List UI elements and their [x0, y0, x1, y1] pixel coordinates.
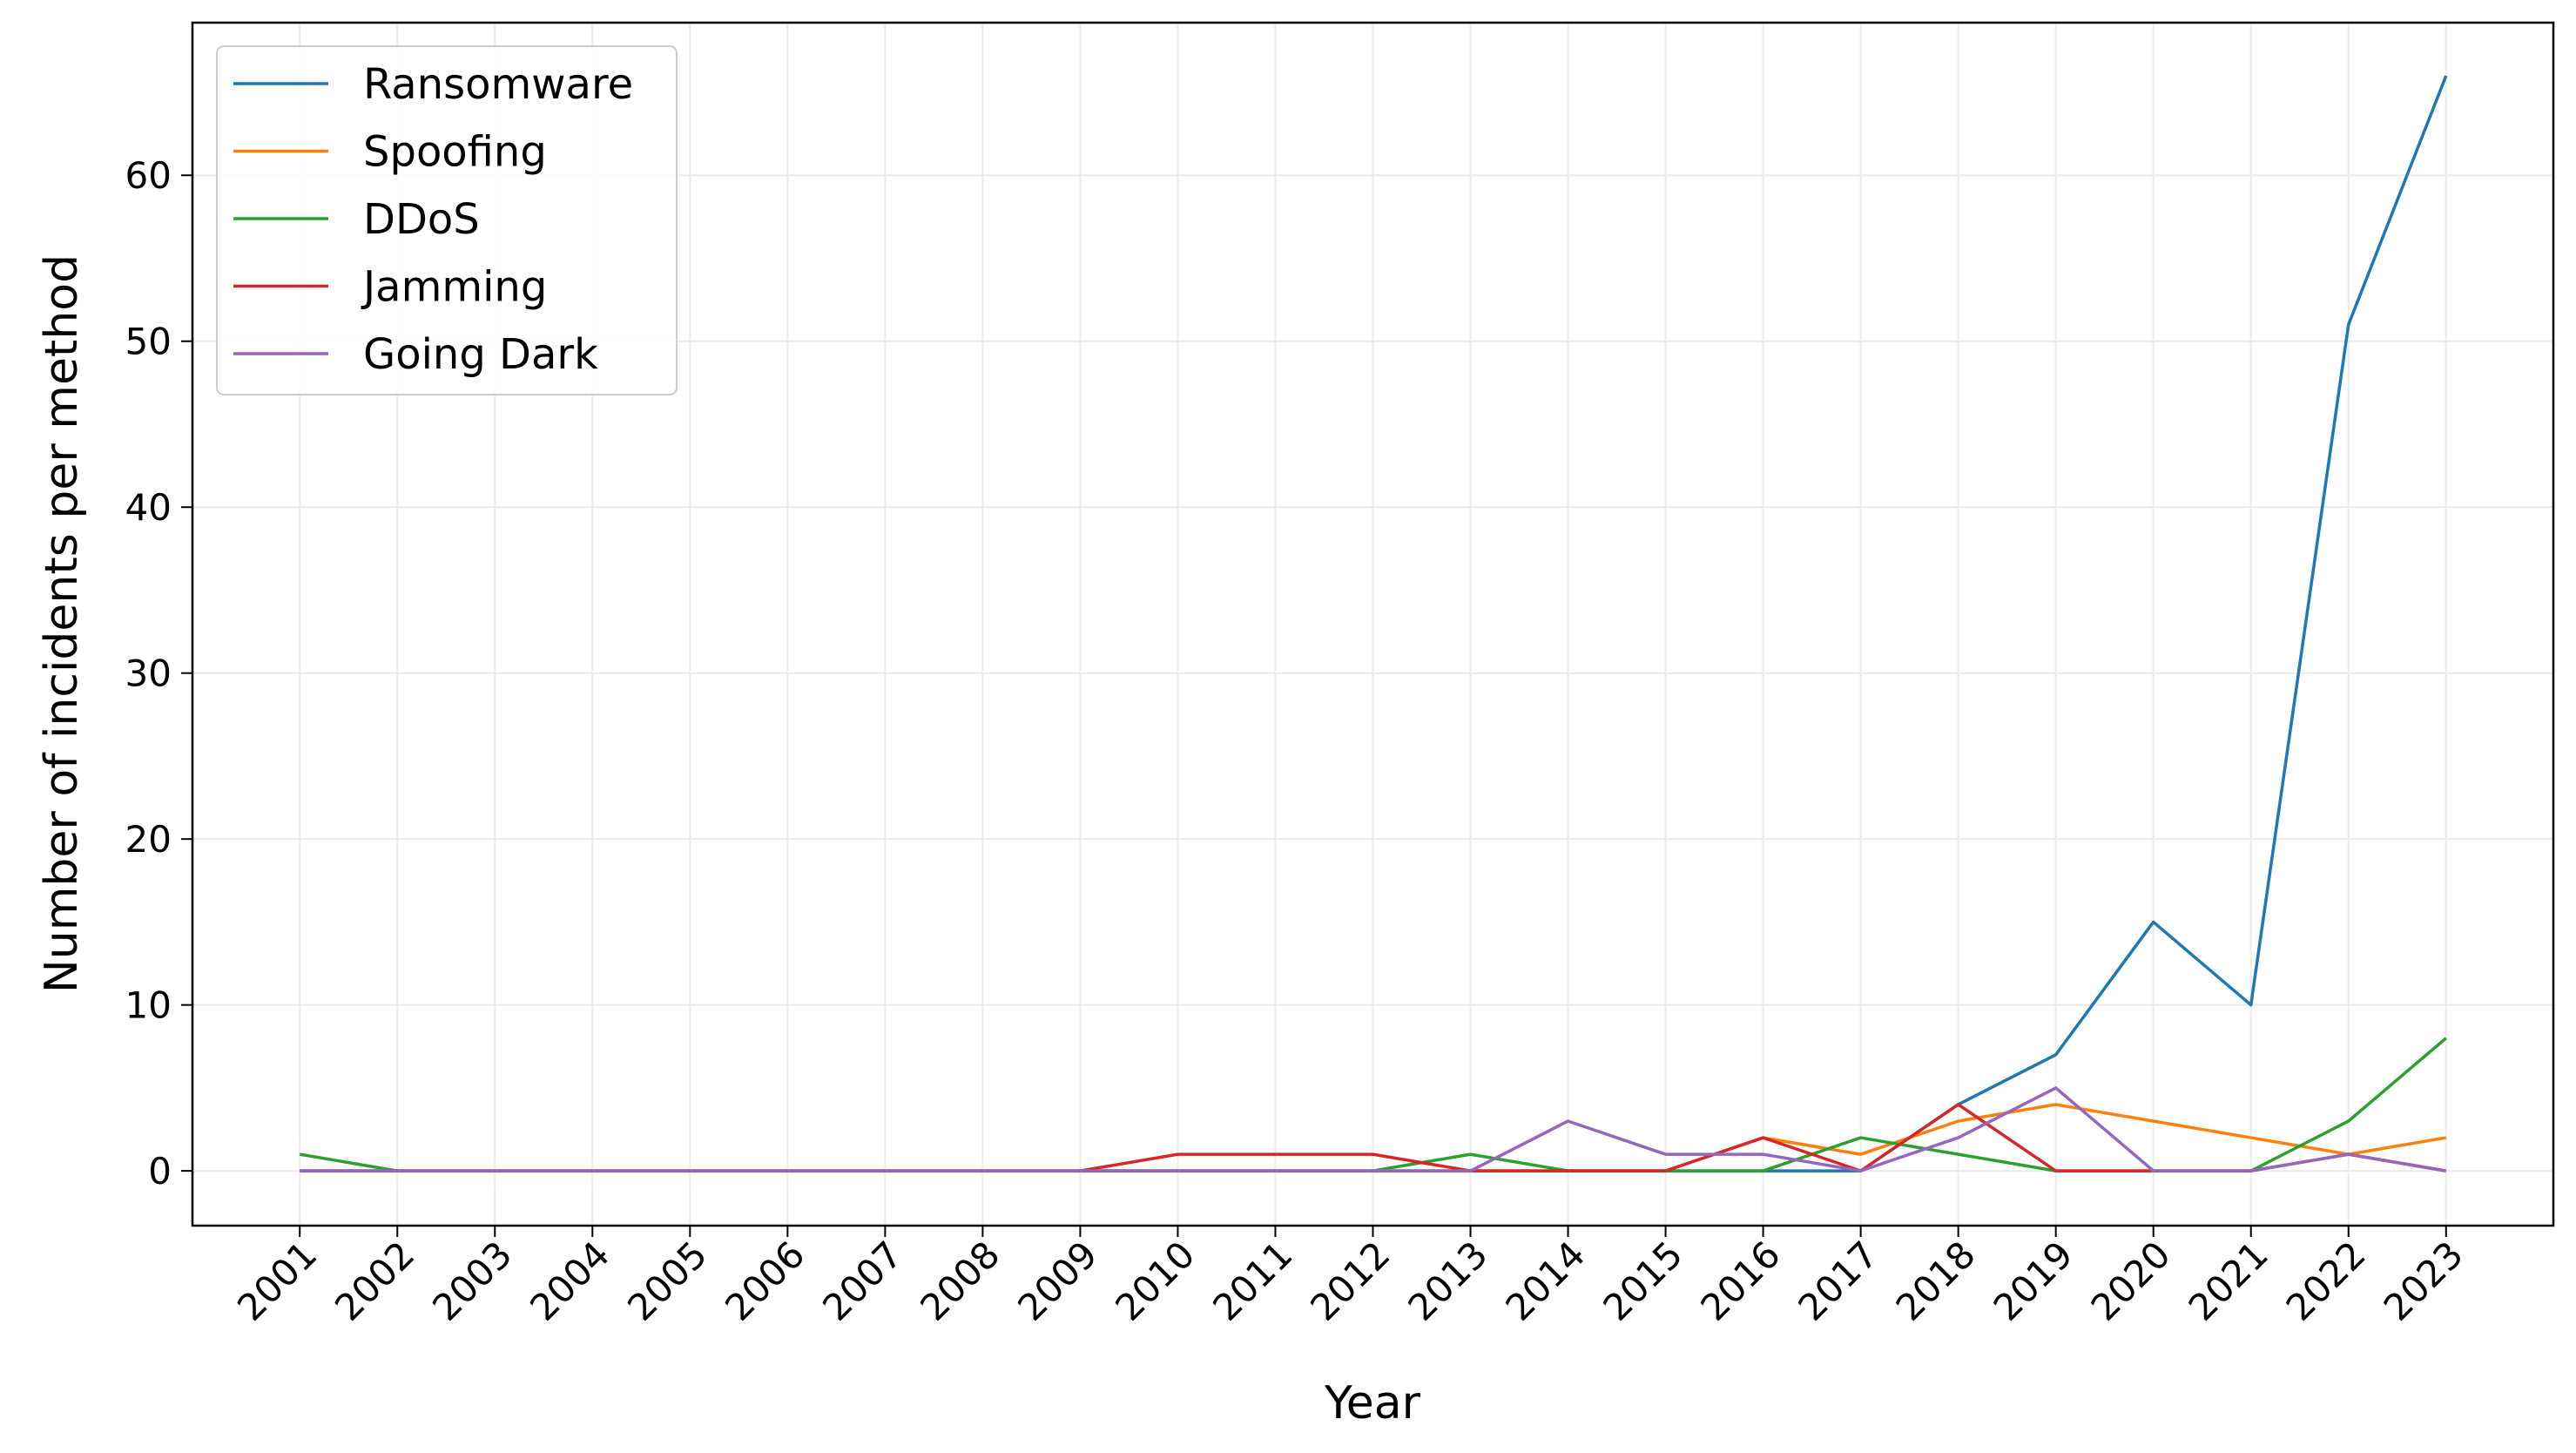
legend-label: Spoofing [363, 128, 547, 177]
y-tick-label: 50 [125, 321, 172, 363]
x-tick-label: 2009 [1009, 1233, 1105, 1328]
x-tick-label: 2020 [2083, 1233, 2179, 1328]
x-tick-label: 2002 [327, 1233, 422, 1328]
x-tick-label: 2005 [619, 1233, 715, 1328]
x-tick-label: 2003 [424, 1233, 520, 1328]
x-tick-label: 2023 [2376, 1233, 2471, 1328]
x-tick-label: 2004 [522, 1233, 617, 1328]
x-tick-label: 2010 [1107, 1233, 1203, 1328]
x-tick-label: 2008 [912, 1233, 1008, 1328]
x-axis-label: Year [1324, 1377, 1421, 1429]
x-tick-label: 2011 [1204, 1233, 1300, 1328]
x-tick-label: 2015 [1595, 1233, 1690, 1328]
y-axis-label: Number of incidents per method [36, 254, 88, 993]
plot-frame [191, 21, 2555, 1227]
x-tick-label: 2018 [1887, 1233, 1983, 1328]
legend-box [216, 45, 678, 395]
x-tick-label: 2001 [229, 1233, 325, 1328]
x-tick-label: 2022 [2278, 1233, 2374, 1328]
legend-label: DDoS [363, 195, 480, 244]
x-tick-label: 2016 [1692, 1233, 1788, 1328]
x-tick-label: 2007 [814, 1233, 910, 1328]
legend-label: Ransomware [363, 60, 633, 109]
legend-label: Going Dark [363, 330, 598, 379]
x-tick-label: 2014 [1497, 1233, 1593, 1328]
y-tick-label: 30 [125, 652, 172, 695]
y-tick-label: 60 [125, 154, 172, 197]
series-line [300, 1086, 2447, 1173]
y-tick-label: 10 [125, 984, 172, 1027]
y-tick-label: 20 [125, 818, 172, 861]
legend: Ransomware Spoofing DDoS Jamming Going Dark [216, 45, 678, 395]
x-tick-label: 2006 [717, 1233, 813, 1328]
x-tick-label: 2012 [1302, 1233, 1398, 1328]
y-tick-label: 0 [148, 1150, 172, 1193]
y-tick-label: 40 [125, 486, 172, 529]
x-tick-label: 2013 [1399, 1233, 1495, 1328]
x-tick-label: 2017 [1790, 1233, 1885, 1328]
legend-label: Jamming [361, 263, 547, 312]
x-tick-label: 2021 [2181, 1233, 2276, 1328]
x-tick-label: 2019 [1986, 1233, 2081, 1328]
